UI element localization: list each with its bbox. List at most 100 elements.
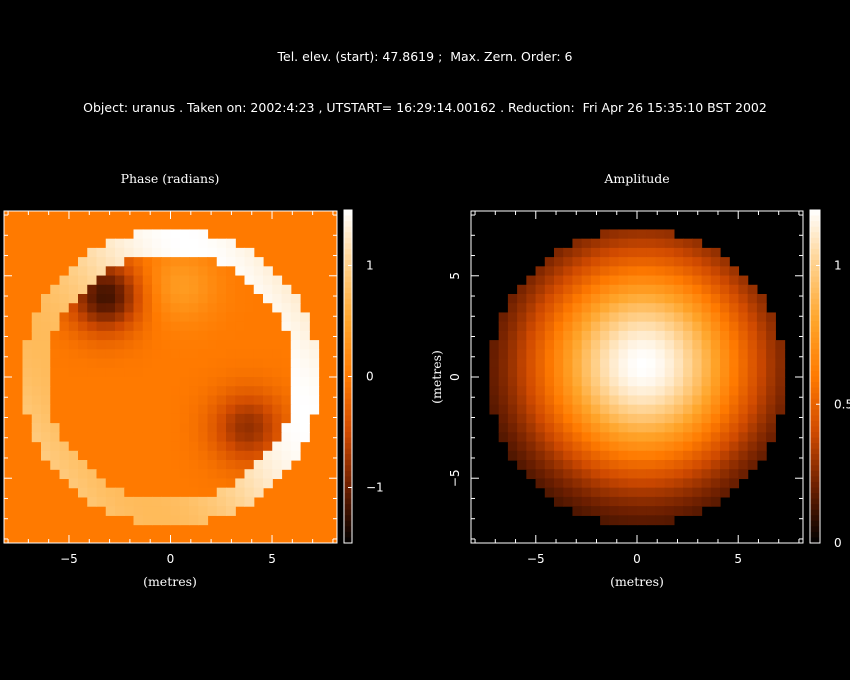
map-cell <box>756 404 767 415</box>
map-cell <box>756 377 767 387</box>
map-cell <box>692 432 703 443</box>
map-cell <box>281 413 292 424</box>
map-cell <box>627 395 638 406</box>
map-cell <box>105 358 116 369</box>
map-cell <box>637 284 647 295</box>
map-cell <box>683 469 693 480</box>
map-cell <box>747 450 758 461</box>
map-cell <box>170 506 181 516</box>
map-cell <box>673 321 684 332</box>
map-cell <box>489 340 500 350</box>
map-cell <box>526 321 537 332</box>
colorbar-swatch <box>344 365 352 372</box>
map-cell <box>96 284 107 295</box>
map-cell <box>692 469 703 480</box>
map-cell <box>253 349 264 360</box>
map-cell <box>161 441 172 452</box>
map-cell <box>729 367 740 378</box>
map-cell <box>152 450 162 461</box>
map-cell <box>627 247 638 258</box>
map-cell <box>244 266 255 277</box>
map-cell <box>590 266 601 277</box>
map-cell <box>489 395 500 406</box>
map-cell <box>618 377 629 387</box>
map-cell <box>683 367 693 378</box>
map-cell <box>572 386 583 397</box>
map-cell <box>142 303 153 314</box>
colorbar-swatch <box>810 265 820 272</box>
colorbar-swatch <box>344 509 352 516</box>
map-cell <box>244 404 255 415</box>
map-cell <box>572 441 583 452</box>
map-cell <box>517 441 527 452</box>
map-cell <box>189 284 199 295</box>
map-cell <box>692 340 703 350</box>
map-cell <box>664 229 675 240</box>
map-cell <box>68 404 79 415</box>
map-cell <box>152 229 162 240</box>
map-cell <box>572 460 583 470</box>
map-cell <box>590 478 601 489</box>
map-cell <box>272 395 283 406</box>
map-cell <box>618 266 629 277</box>
map-cell <box>766 386 776 397</box>
map-cell <box>646 386 657 397</box>
map-cell <box>590 238 601 249</box>
map-cell <box>664 487 675 498</box>
map-cell <box>41 450 51 461</box>
map-cell <box>646 266 657 277</box>
colorbar-swatch <box>810 304 820 311</box>
colorbar-swatch <box>810 248 820 255</box>
map-cell <box>535 266 546 277</box>
map-cell <box>535 450 546 461</box>
map-cell <box>526 441 537 452</box>
map-cell <box>78 303 88 314</box>
map-cell <box>115 441 125 452</box>
map-cell <box>581 330 592 341</box>
map-cell <box>572 312 583 323</box>
map-cell <box>68 432 79 443</box>
map-cell <box>673 266 684 277</box>
colorbar-swatch <box>810 526 820 533</box>
map-cell <box>609 478 620 489</box>
map-cell <box>775 377 786 387</box>
map-cell <box>272 330 283 341</box>
map-cell <box>692 266 703 277</box>
map-cell <box>281 284 292 295</box>
map-cell <box>701 330 712 341</box>
map-cell <box>68 395 79 406</box>
map-cell <box>489 404 500 415</box>
map-cell <box>189 478 199 489</box>
map-cell <box>105 247 116 258</box>
map-cell <box>253 460 264 470</box>
map-cell <box>627 478 638 489</box>
map-cell <box>170 275 181 286</box>
map-cell <box>655 358 666 369</box>
map-cell <box>189 367 199 378</box>
map-cell <box>664 404 675 415</box>
map-cell <box>720 441 730 452</box>
map-cell <box>720 284 730 295</box>
map-cell <box>720 275 730 286</box>
map-cell <box>627 358 638 369</box>
map-cell <box>179 515 190 526</box>
map-cell <box>216 294 227 304</box>
map-cell <box>572 423 583 433</box>
map-cell <box>115 340 125 350</box>
map-cell <box>235 349 246 360</box>
map-cell <box>59 358 70 369</box>
map-cell <box>673 303 684 314</box>
map-cell <box>152 312 162 323</box>
map-cell <box>618 423 629 433</box>
colorbar-swatch <box>344 520 352 527</box>
map-cell <box>535 432 546 443</box>
map-cell <box>517 330 527 341</box>
map-cell <box>498 330 509 341</box>
map-cell <box>673 478 684 489</box>
map-cell <box>673 257 684 267</box>
map-cell <box>263 275 273 286</box>
colorbar-swatch <box>344 248 352 255</box>
map-cell <box>124 303 135 314</box>
map-cell <box>142 229 153 240</box>
map-cell <box>115 506 125 516</box>
